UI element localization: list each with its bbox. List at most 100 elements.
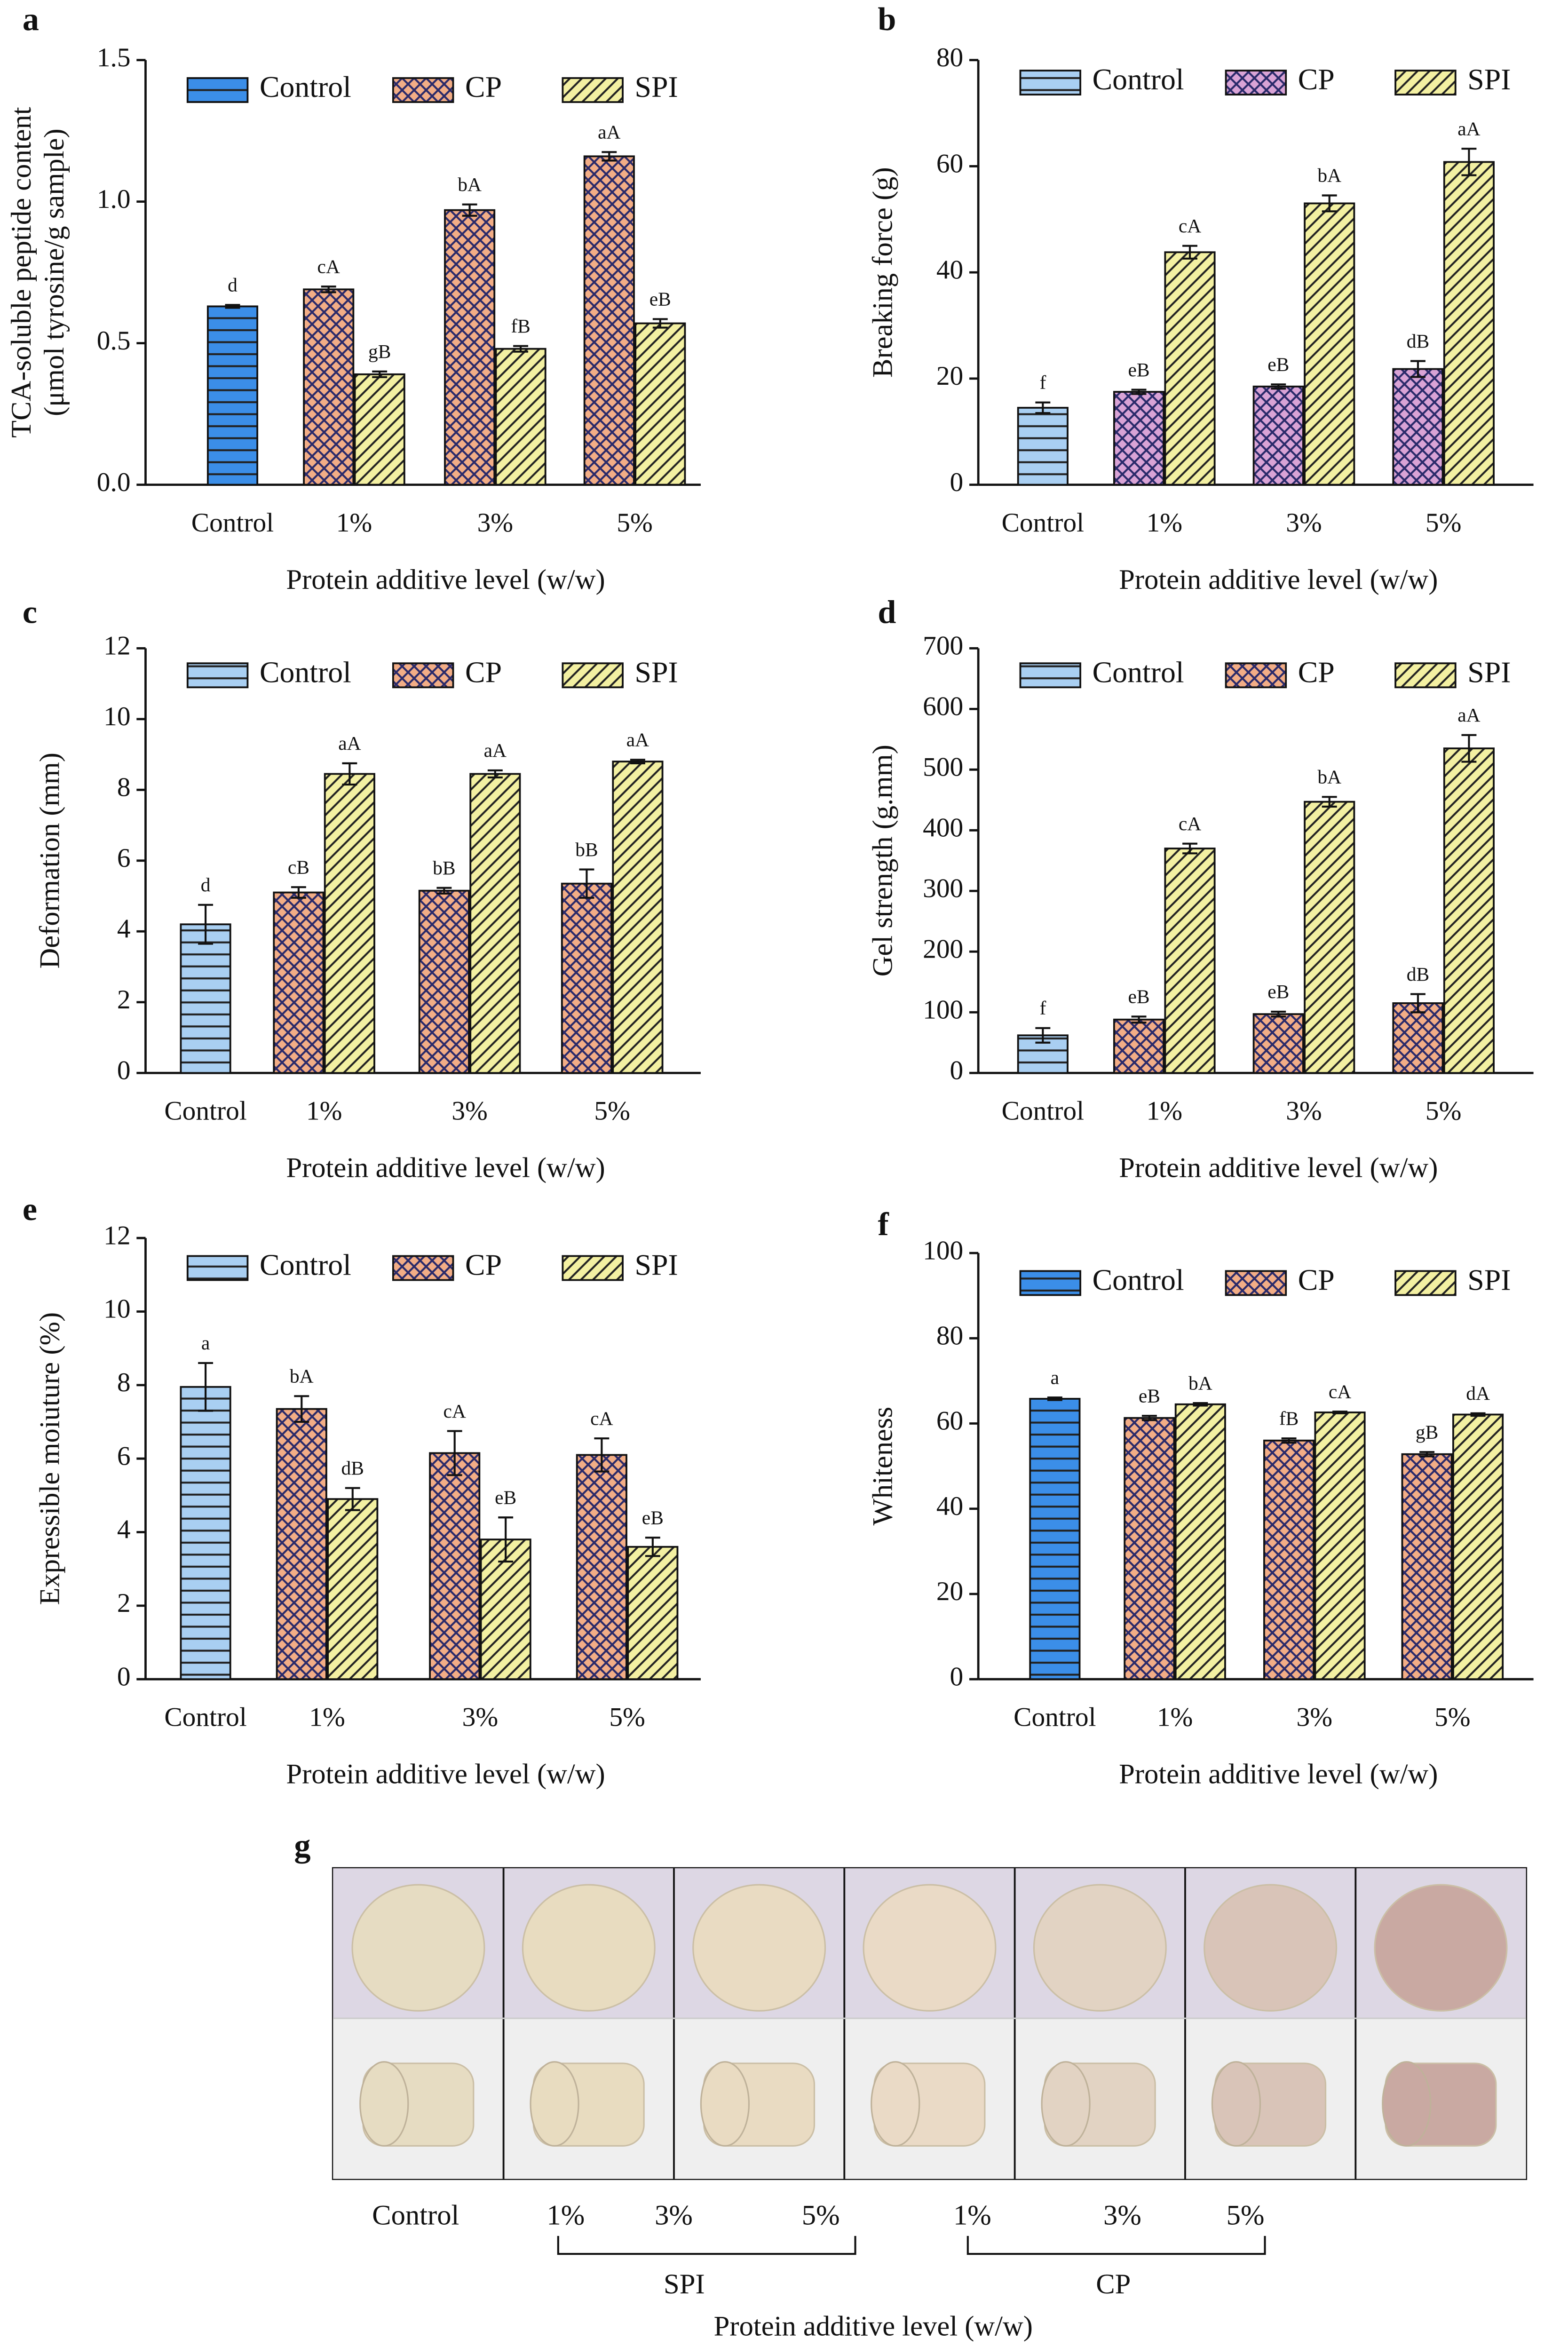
bar [206, 305, 259, 486]
x-tick-label: 5% [617, 508, 653, 538]
significance-label: dB [341, 1457, 364, 1479]
error-bar [1410, 993, 1425, 1014]
legend-label: SPI [1467, 63, 1511, 96]
x-tick-label: 1% [336, 508, 372, 538]
x-tick-label: 3% [1297, 1702, 1333, 1732]
legend-swatch [1019, 662, 1082, 689]
legend-label: Control [1093, 1263, 1184, 1297]
bar [583, 155, 635, 486]
error-bar [498, 1516, 514, 1563]
bar [1113, 1018, 1165, 1074]
y-tick-label: 10 [103, 702, 130, 731]
error-bar [1322, 194, 1337, 213]
y-tick-label: 80 [936, 43, 963, 72]
x-tick-label: 5% [1425, 1096, 1462, 1126]
significance-label: bA [1317, 766, 1341, 788]
x-tick-label: 5% [609, 1702, 645, 1732]
x-tick-label: 1% [309, 1702, 345, 1732]
y-tick-label: 4 [117, 914, 131, 944]
error-bar [1131, 1015, 1147, 1024]
y-tick-label: 300 [923, 873, 963, 903]
y-tick-label: 1.5 [97, 43, 131, 72]
significance-label: dB [1407, 330, 1429, 352]
chart: f 0 20 40 60 80 100 Whiteness Protein additive l… [867, 1206, 1534, 1790]
chart: b 0 20 40 60 80 Breaking force (g) Protein addi… [867, 1, 1534, 595]
y-tick-label: 0 [117, 1662, 131, 1691]
x-tick-label: 1% [1157, 1702, 1193, 1732]
significance-label: aA [1457, 704, 1480, 726]
significance-label: d [228, 274, 238, 296]
error-bar [1131, 389, 1147, 395]
significance-label: eB [642, 1507, 664, 1528]
panel-label: c [23, 594, 37, 630]
y-tick-label: 10 [103, 1294, 130, 1324]
error-bar [462, 203, 477, 217]
legend-label: SPI [1467, 1263, 1511, 1297]
x-tick-label: Control [1002, 1096, 1084, 1126]
error-bar [602, 151, 617, 162]
y-tick-label: 20 [936, 361, 963, 391]
legend-swatch [562, 1255, 624, 1281]
y-tick-label: 700 [923, 631, 963, 661]
bar [1443, 161, 1495, 486]
legend-swatch [1019, 70, 1082, 95]
legend-swatch [186, 662, 249, 689]
y-tick-label: 500 [923, 752, 963, 782]
bar [418, 889, 470, 1074]
x-axis-label: Protein additive level (w/w) [1119, 1152, 1438, 1184]
sample-top [1033, 1884, 1167, 2012]
significance-label: eB [1139, 1385, 1160, 1406]
sample-top [1204, 1884, 1338, 2012]
y-tick-label: 0 [950, 468, 964, 497]
significance-label: bA [1317, 165, 1341, 186]
y-axis-label: Gel strength (g.mm) [867, 745, 898, 976]
y-axis-label: Expressible moiuture (%) [34, 1312, 66, 1605]
legend-swatch [392, 77, 454, 103]
x-tick-label: 5% [594, 1096, 630, 1126]
significance-label: a [1051, 1366, 1059, 1388]
y-tick-label: 12 [103, 631, 130, 661]
y-axis-label: Breaking force (g) [867, 167, 898, 378]
y-tick-label: 20 [936, 1577, 963, 1606]
error-bar [1271, 1010, 1286, 1018]
x-tick-label: 3% [1286, 1096, 1322, 1126]
significance-label: cA [1329, 1380, 1351, 1402]
group-bracket [557, 2236, 856, 2255]
significance-label: f [1039, 997, 1046, 1019]
y-tick-label: 80 [936, 1321, 963, 1350]
panel-label: g [294, 1827, 310, 1864]
significance-label: d [201, 874, 211, 896]
y-tick-label: 600 [923, 692, 963, 722]
significance-label: bA [1188, 1372, 1212, 1394]
significance-label: cA [317, 255, 340, 277]
significance-label: cA [443, 1400, 466, 1422]
error-bar [1419, 1451, 1435, 1458]
x-axis-label: Protein additive level (w/w) [1119, 564, 1438, 595]
sample-top [522, 1884, 656, 2012]
error-bar [1182, 842, 1197, 855]
significance-label: eB [1267, 354, 1289, 375]
sample-face [530, 2061, 579, 2147]
legend-swatch [1019, 1270, 1082, 1296]
y-tick-label: 0 [117, 1055, 131, 1085]
error-bar [630, 759, 645, 764]
legend-swatch [186, 1255, 249, 1281]
legend-label: CP [1298, 63, 1335, 96]
significance-label: eB [649, 288, 671, 310]
legend-label: Control [260, 1248, 351, 1282]
x-tick-label: 5% [1434, 1702, 1471, 1732]
significance-label: a [201, 1332, 210, 1354]
sample-face [359, 2061, 409, 2147]
x-tick-label: 3% [451, 1096, 488, 1126]
significance-label: bB [575, 839, 598, 860]
bar [469, 773, 521, 1074]
x-tick-label: 3% [462, 1702, 499, 1732]
error-bar [1332, 1411, 1348, 1414]
significance-label: bA [290, 1365, 314, 1387]
significance-label: cA [1179, 813, 1201, 834]
significance-label: aA [626, 729, 649, 751]
legend-swatch [562, 662, 624, 689]
bar [561, 882, 613, 1074]
bar [1164, 251, 1216, 486]
significance-label: fB [511, 315, 530, 337]
